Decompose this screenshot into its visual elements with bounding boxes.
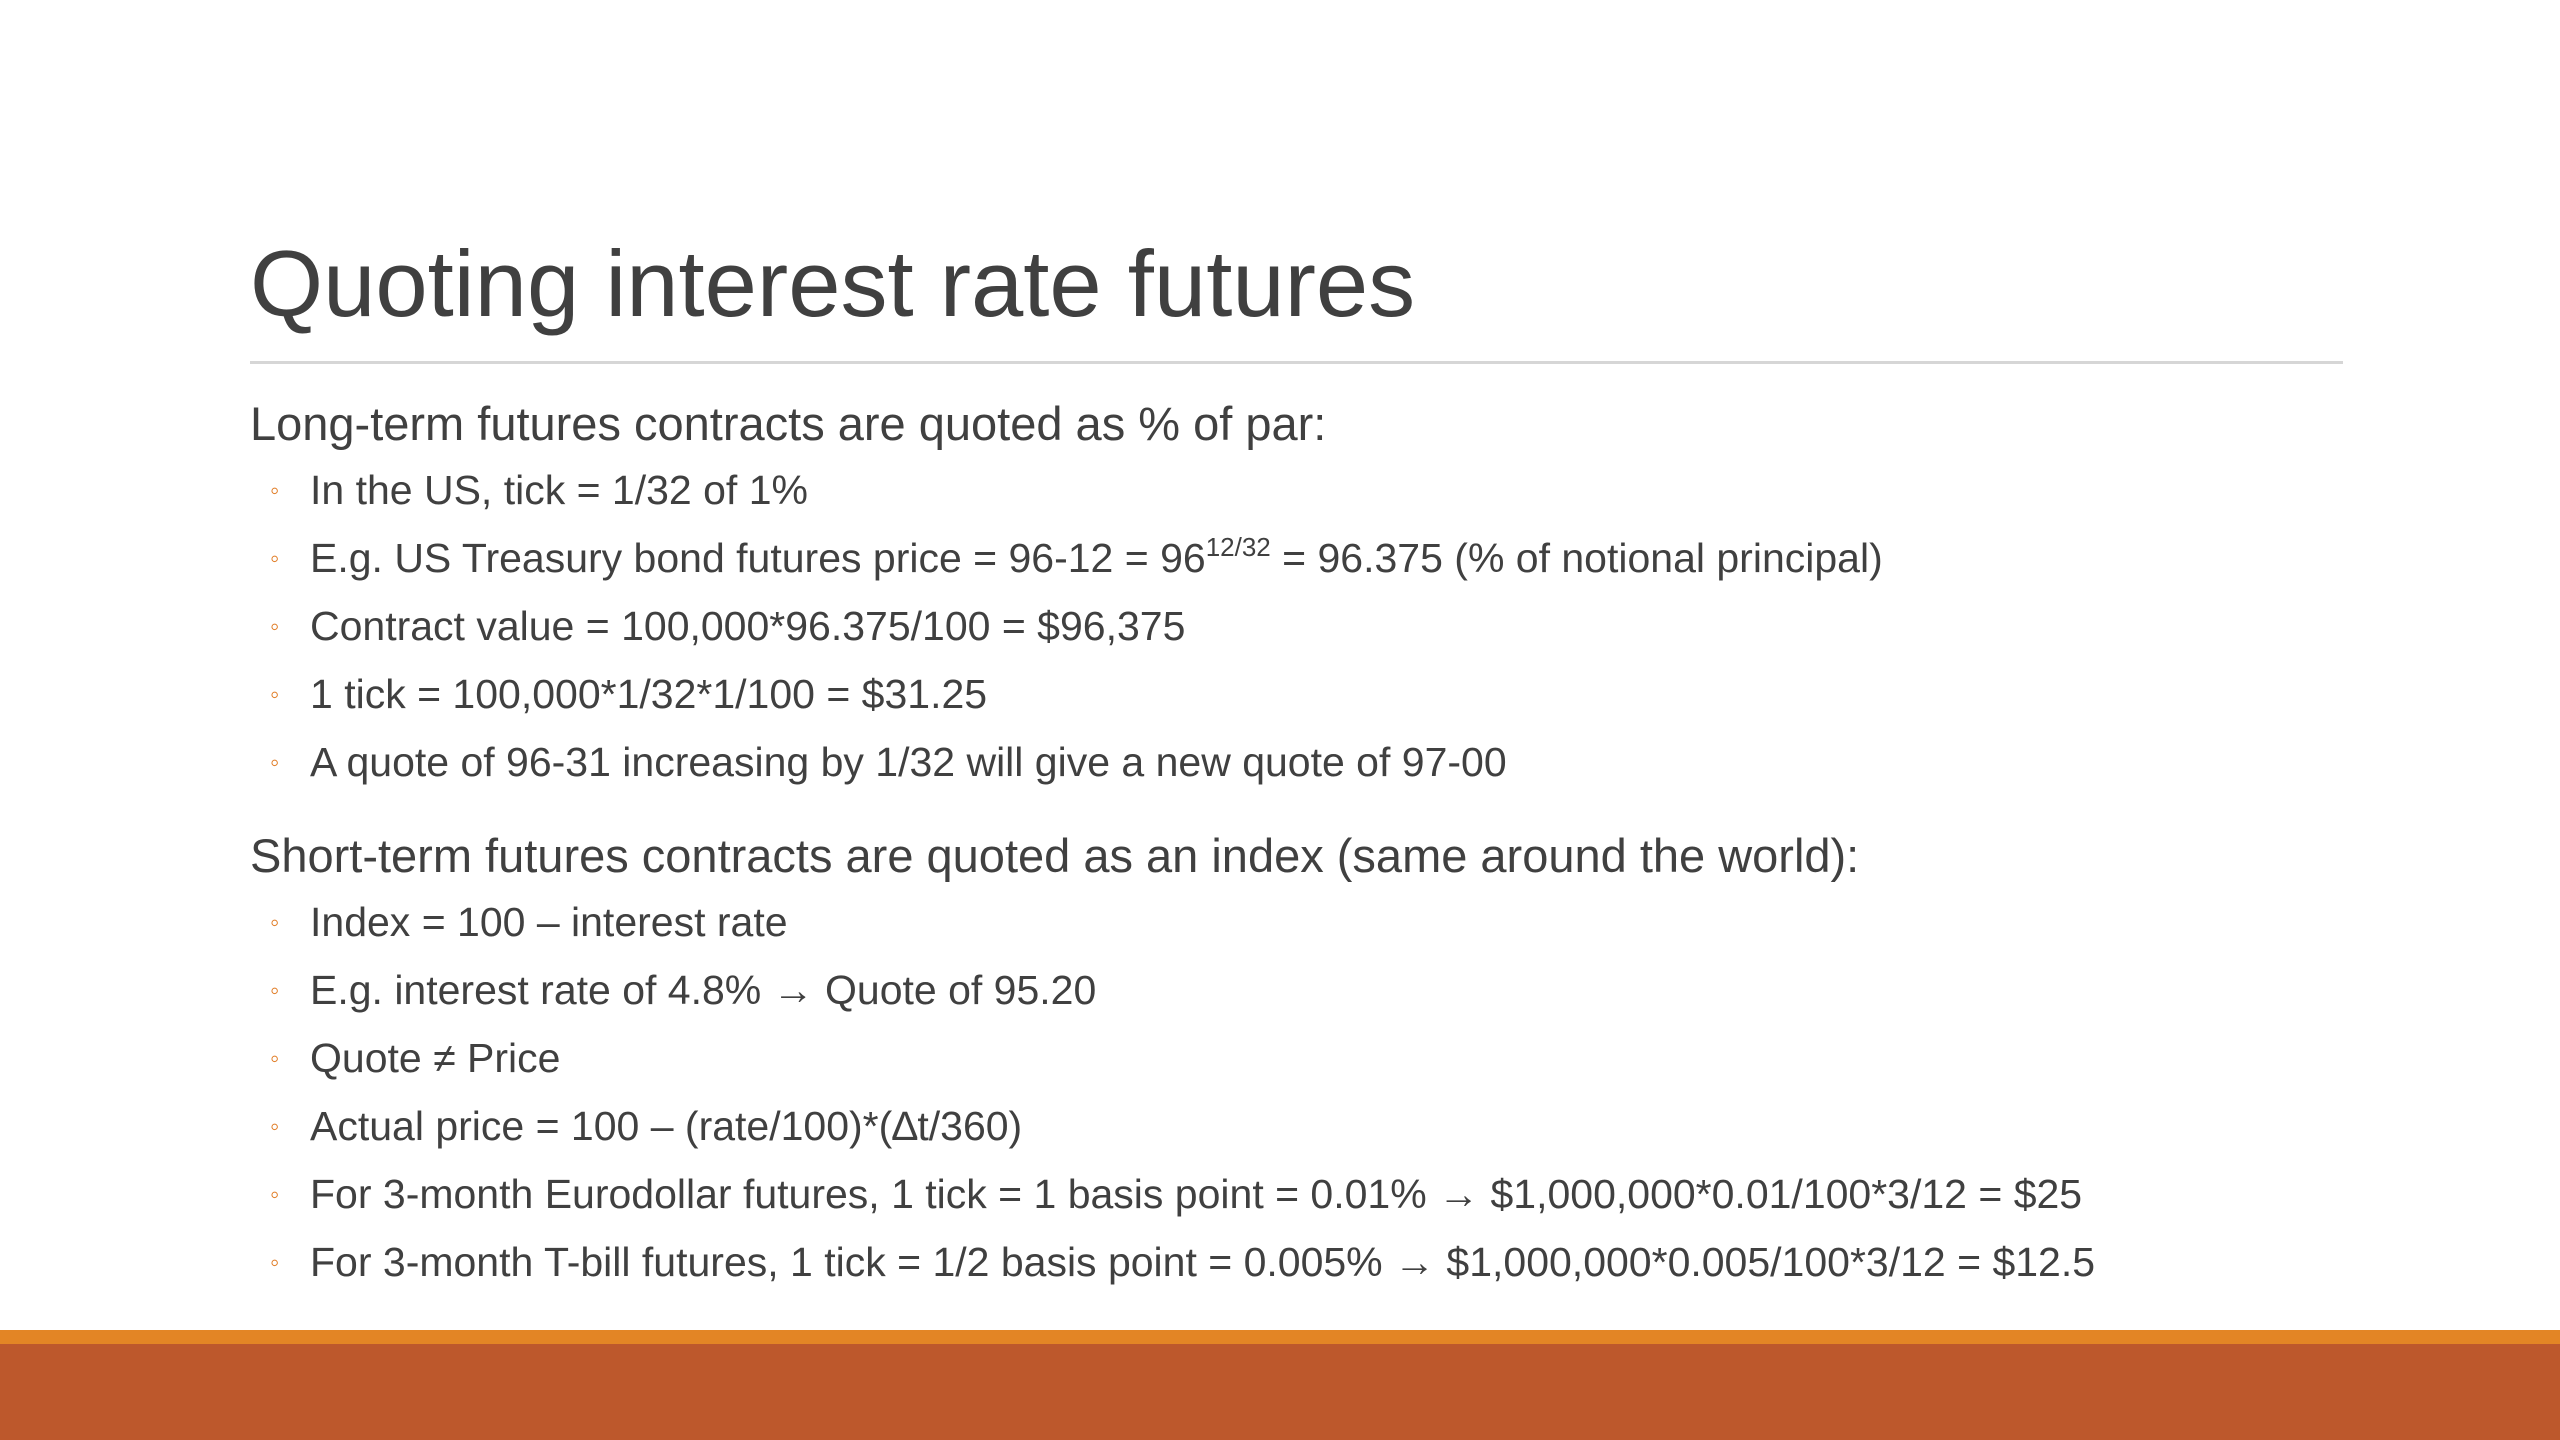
list-item: ◦ A quote of 96-31 increasing by 1/32 wi… (250, 728, 2450, 796)
title-divider (250, 361, 2343, 364)
list-item: ◦ E.g. US Treasury bond futures price = … (250, 524, 2450, 592)
bullet-list: ◦ In the US, tick = 1/32 of 1% ◦ E.g. US… (250, 456, 2450, 796)
bullet-text: 1 tick = 100,000*1/32*1/100 = $31.25 (310, 671, 988, 717)
section-short-term: Short-term futures contracts are quoted … (250, 824, 2450, 1296)
section-long-term: Long-term futures contracts are quoted a… (250, 392, 2450, 796)
bullet-text: For 3-month Eurodollar futures, 1 tick =… (310, 1171, 2083, 1217)
bullet-icon: ◦ (270, 611, 280, 641)
bullet-list: ◦ Index = 100 – interest rate ◦ E.g. int… (250, 888, 2450, 1296)
footer-accent-stripe (0, 1330, 2560, 1344)
bullet-text: A quote of 96-31 increasing by 1/32 will… (310, 739, 1507, 785)
list-item: ◦ For 3-month Eurodollar futures, 1 tick… (250, 1160, 2450, 1228)
bullet-icon: ◦ (270, 1247, 280, 1277)
bullet-text: Contract value = 100,000*96.375/100 = $9… (310, 603, 1186, 649)
bullet-icon: ◦ (270, 543, 280, 573)
list-item: ◦ E.g. interest rate of 4.8% → Quote of … (250, 956, 2450, 1024)
slide-title: Quoting interest rate futures (250, 231, 1416, 336)
bullet-icon: ◦ (270, 907, 280, 937)
section-heading: Long-term futures contracts are quoted a… (250, 397, 1327, 450)
bullet-icon: ◦ (270, 1043, 280, 1073)
bullet-text: Actual price = 100 – (rate/100)*(∆t/360) (310, 1103, 1023, 1149)
fraction-superscript: 12/32 (1205, 532, 1271, 562)
list-item: ◦ Actual price = 100 – (rate/100)*(∆t/36… (250, 1092, 2450, 1160)
bullet-text: For 3-month T-bill futures, 1 tick = 1/2… (310, 1239, 2096, 1285)
bullet-text: E.g. US Treasury bond futures price = 96… (310, 535, 1206, 581)
list-item: ◦ For 3-month T-bill futures, 1 tick = 1… (250, 1228, 2450, 1296)
slide-body: Long-term futures contracts are quoted a… (250, 392, 2450, 1296)
list-item: ◦ In the US, tick = 1/32 of 1% (250, 456, 2450, 524)
footer-band (0, 1344, 2560, 1440)
list-item: ◦ Contract value = 100,000*96.375/100 = … (250, 592, 2450, 660)
bullet-icon: ◦ (270, 975, 280, 1005)
bullet-icon: ◦ (270, 1179, 280, 1209)
bullet-icon: ◦ (270, 747, 280, 777)
bullet-text: Index = 100 – interest rate (310, 899, 788, 945)
bullet-icon: ◦ (270, 679, 280, 709)
bullet-text: E.g. interest rate of 4.8% → Quote of 95… (310, 967, 1097, 1013)
bullet-icon: ◦ (270, 1111, 280, 1141)
list-item: ◦ 1 tick = 100,000*1/32*1/100 = $31.25 (250, 660, 2450, 728)
bullet-text: In the US, tick = 1/32 of 1% (310, 467, 808, 513)
list-item: ◦ Quote ≠ Price (250, 1024, 2450, 1092)
bullet-text: Quote ≠ Price (310, 1035, 561, 1081)
bullet-icon: ◦ (270, 475, 280, 505)
list-item: ◦ Index = 100 – interest rate (250, 888, 2450, 956)
section-heading: Short-term futures contracts are quoted … (250, 829, 1860, 882)
bullet-text: = 96.375 (% of notional principal) (1270, 535, 1883, 581)
